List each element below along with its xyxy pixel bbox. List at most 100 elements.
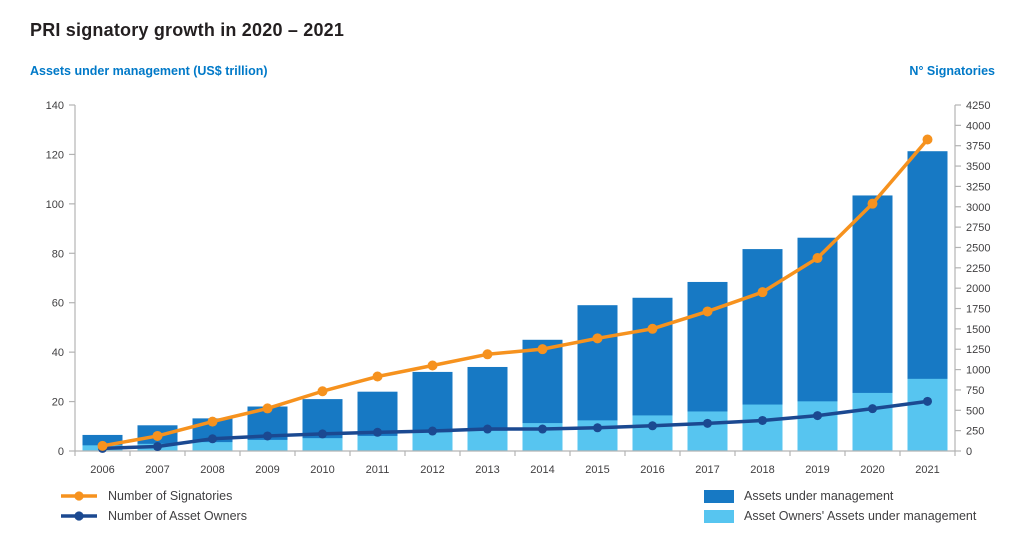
right-tick-label: 1000: [966, 365, 990, 377]
legend-label-asset-owners: Number of Asset Owners: [108, 509, 247, 523]
legend-item-signatories: Number of Signatories: [60, 488, 247, 504]
asset-owners-point: [703, 418, 712, 428]
year-label: 2018: [750, 464, 774, 476]
signatories-line: [100, 137, 930, 448]
right-tick-label: 0: [966, 446, 972, 458]
left-tick-label: 0: [58, 446, 64, 458]
bar-ao-aum: [632, 415, 673, 451]
right-tick-label: 1250: [966, 344, 990, 356]
signatories-point: [812, 253, 823, 264]
left-tick-label: 20: [52, 397, 64, 409]
right-tick-label: 2250: [966, 263, 990, 275]
right-tick-label: 3750: [966, 141, 990, 153]
legend-label-signatories: Number of Signatories: [108, 489, 233, 503]
year-label: 2007: [145, 464, 169, 476]
left-tick-label: 140: [46, 100, 64, 112]
bar-ao-aum: [852, 392, 893, 451]
blue-swatch-icon: [704, 489, 734, 503]
left-axis-title: Assets under management (US$ trillion): [30, 64, 268, 78]
left-tick-label: 40: [52, 347, 64, 359]
right-tick-label: 500: [966, 405, 984, 417]
signatories-point: [97, 440, 108, 451]
signatories-point: [207, 416, 218, 427]
signatories-point: [427, 360, 438, 371]
left-tick-label: 100: [46, 199, 64, 211]
year-label: 2009: [255, 464, 279, 476]
bar-ao-aum: [357, 435, 398, 451]
right-tick-label: 2750: [966, 222, 990, 234]
right-tick-label: 2500: [966, 242, 990, 254]
signatories-point: [702, 306, 713, 317]
year-label: 2008: [200, 464, 224, 476]
signatories-point: [867, 198, 878, 209]
bar-ao-aum: [687, 411, 728, 451]
legend-item-aum: Assets under management: [704, 488, 976, 504]
bar-ao-aum: [412, 432, 453, 451]
bar-ao-aum: [742, 404, 783, 451]
legend-item-ao-aum: Asset Owners' Assets under management: [704, 508, 976, 524]
orange-line-icon: [61, 491, 97, 501]
asset-owners-point: [868, 404, 877, 414]
asset-owners-point: [593, 423, 602, 433]
right-tick-label: 3500: [966, 161, 990, 173]
bar-ao-aum: [192, 442, 233, 451]
signatories-point: [757, 287, 768, 298]
asset-owners-point: [263, 431, 272, 441]
asset-owners-point: [758, 415, 767, 425]
left-tick-label: 60: [52, 298, 64, 310]
signatories-point: [647, 323, 658, 334]
asset-owners-point: [813, 411, 822, 421]
year-label: 2012: [420, 464, 444, 476]
left-tick-label: 120: [46, 149, 64, 161]
year-label: 2010: [310, 464, 334, 476]
legend-label-aum: Assets under management: [744, 489, 894, 503]
right-tick-label: 4250: [966, 100, 990, 112]
legend-item-asset-owners: Number of Asset Owners: [60, 508, 247, 524]
right-tick-label: 250: [966, 426, 984, 438]
right-tick-label: 1500: [966, 324, 990, 336]
asset-owners-point: [373, 427, 382, 437]
asset-owners-line: [100, 399, 930, 451]
year-label: 2015: [585, 464, 609, 476]
legend-lines: Number of Signatories Number of Asset Ow…: [60, 488, 247, 524]
right-axis-title: N° Signatories: [909, 64, 995, 78]
signatories-point: [262, 403, 273, 414]
bar-ao-aum: [467, 430, 508, 451]
right-tick-label: 750: [966, 385, 984, 397]
left-tick-label: 80: [52, 248, 64, 260]
page-title: PRI signatory growth in 2020 – 2021: [30, 20, 345, 40]
asset-owners-point: [208, 434, 217, 444]
asset-owners-point: [428, 426, 437, 436]
bar-ao-aum: [907, 378, 948, 451]
legend-bars: Assets under management Asset Owners' As…: [704, 488, 976, 524]
asset-owners-point: [153, 442, 162, 452]
signatories-point: [592, 333, 603, 344]
year-label: 2016: [640, 464, 664, 476]
right-tick-label: 1750: [966, 304, 990, 316]
asset-owners-point: [483, 424, 492, 434]
year-label: 2021: [915, 464, 939, 476]
signatories-point: [317, 386, 328, 397]
right-tick-label: 3250: [966, 181, 990, 193]
year-label: 2014: [530, 464, 554, 476]
bar-ao-aum: [302, 438, 343, 451]
right-tick-label: 3000: [966, 202, 990, 214]
right-tick-label: 4000: [966, 120, 990, 132]
asset-owners-point: [318, 429, 327, 439]
year-label: 2011: [366, 464, 390, 476]
asset-owners-point: [648, 421, 657, 431]
asset-owners-point: [923, 396, 932, 406]
signatories-point: [372, 371, 383, 382]
signatories-point: [922, 134, 933, 145]
navy-line-icon: [61, 511, 97, 521]
signatories-point: [537, 344, 548, 355]
year-label: 2017: [695, 464, 719, 476]
year-label: 2013: [475, 464, 499, 476]
right-tick-label: 2000: [966, 283, 990, 295]
asset-owners-point: [538, 424, 547, 434]
year-label: 2006: [90, 464, 114, 476]
year-label: 2020: [860, 464, 884, 476]
bar-ao-aum: [247, 439, 288, 451]
signatories-point: [482, 349, 493, 360]
